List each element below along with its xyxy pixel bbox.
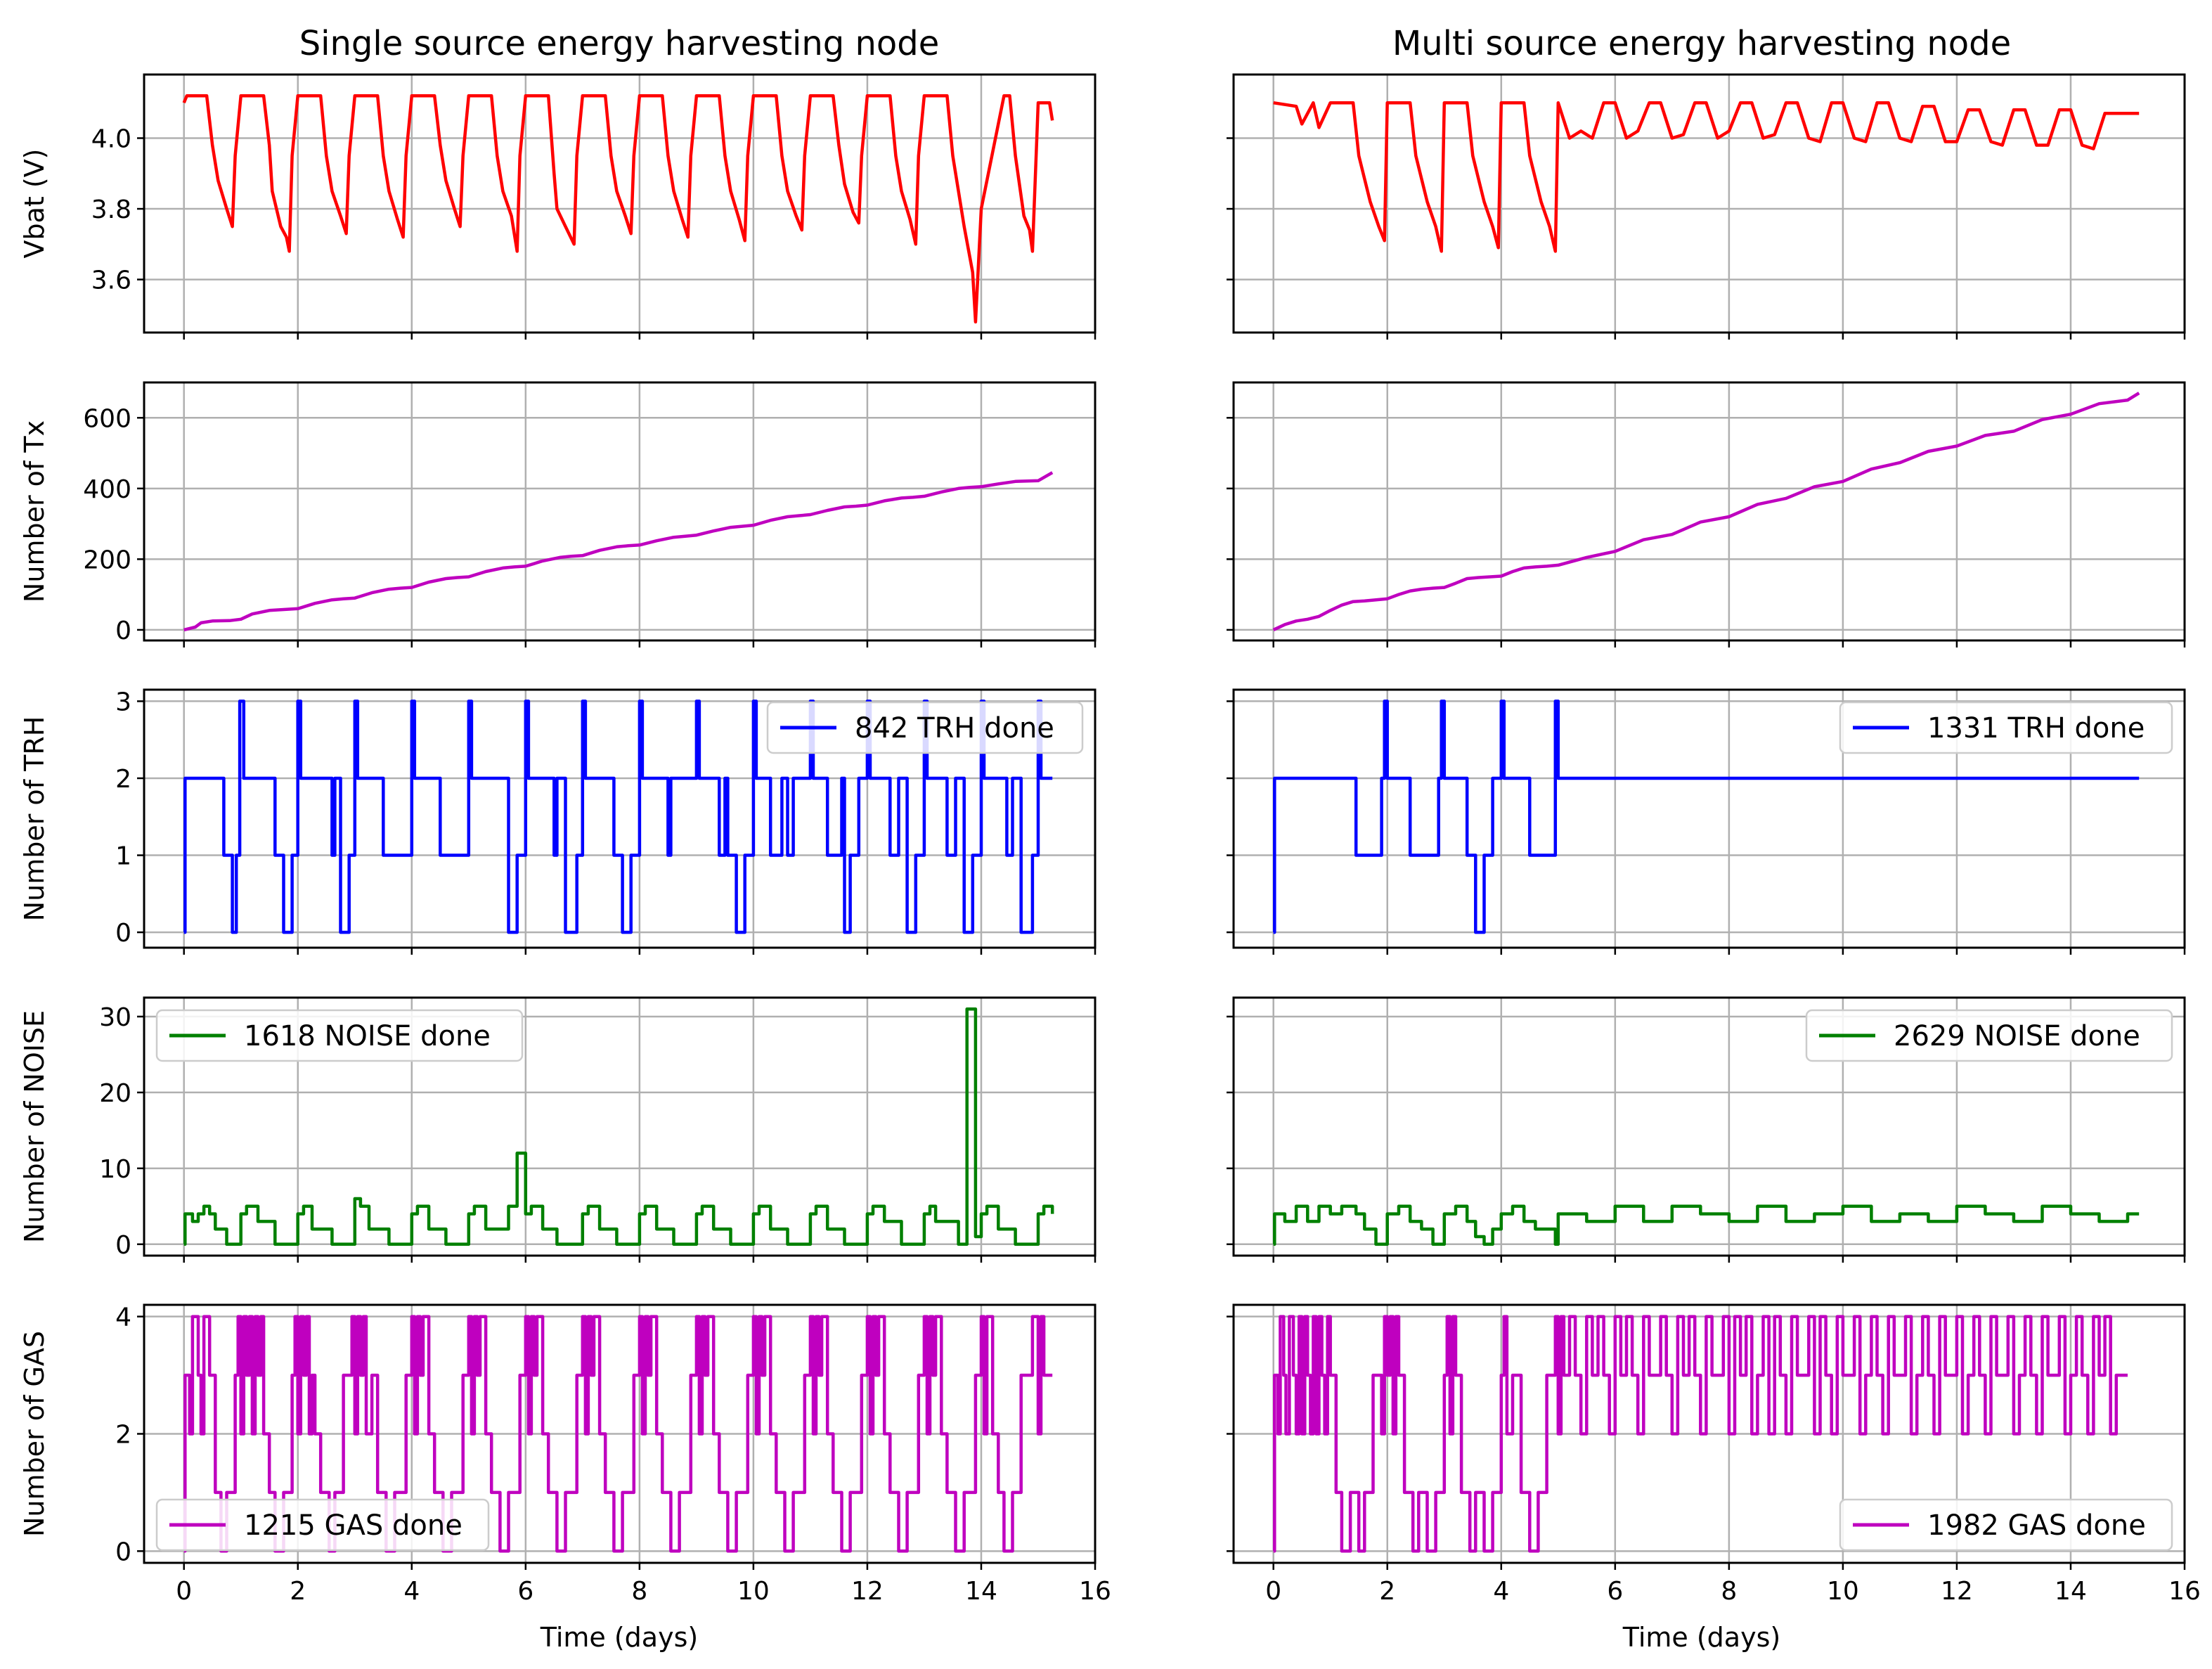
- gas-multi-x-tick-label: 0: [1265, 1577, 1281, 1606]
- noise-single-subplot: 0 10 20 30 Number of NOISE 1618 NOISE done: [19, 996, 1097, 1263]
- trh-multi-legend: 1331 TRH done: [1839, 701, 2173, 754]
- trh-single-y-tick-label: 1: [115, 842, 131, 871]
- noise-single-y-tick-label: 30: [99, 1003, 131, 1032]
- trh-single-series-line: [183, 700, 1053, 934]
- gas-single-x-tick-label: 4: [403, 1577, 420, 1606]
- noise-multi-subplot: 2629 NOISE done: [1227, 996, 2186, 1263]
- noise-single-legend-box: [155, 1009, 524, 1062]
- gas-multi-x-tick-label: 10: [1827, 1577, 1859, 1606]
- gas-multi-subplot: 0 2 4 6 8 10 12 14 16 1982 GAS done: [1227, 1303, 2201, 1606]
- gas-single-y-tick-label: 0: [115, 1538, 131, 1566]
- trh-multi-axes-frame: [1232, 688, 2186, 949]
- gas-single-legend-box: [155, 1498, 490, 1552]
- gas-single-y-tick-label: 4: [115, 1303, 131, 1332]
- gas-multi-x-tick-label: 8: [1721, 1577, 1737, 1606]
- tx-single-y-tick-label: 0: [115, 617, 131, 645]
- gas-single-x-tick-label: 16: [1079, 1577, 1111, 1606]
- gas-multi-x-tick-label: 2: [1379, 1577, 1395, 1606]
- tx-single-y-tick-label: 200: [83, 546, 131, 574]
- tx-single-subplot: 0 200 400 600 Number of Tx: [19, 381, 1097, 647]
- trh-single-legend: 842 TRH done: [766, 701, 1084, 754]
- vbat-multi-series-line: [1273, 101, 2140, 253]
- trh-single-y-tick-label: 0: [115, 919, 131, 948]
- gas-single-legend: 1215 GAS done: [155, 1498, 490, 1552]
- trh-multi-subplot: 1331 TRH done: [1227, 688, 2186, 955]
- gas-multi-x-tick-label: 6: [1607, 1577, 1623, 1606]
- gas-single-x-tick-label: 14: [965, 1577, 997, 1606]
- noise-multi-legend: 2629 NOISE done: [1805, 1009, 2173, 1062]
- gas-single-x-tick-label: 8: [631, 1577, 647, 1606]
- trh-single-legend-label: 842 TRH done: [855, 712, 1054, 745]
- gas-multi-x-tick-label: 16: [2168, 1577, 2201, 1606]
- gas-single-x-tick-label: 10: [737, 1577, 770, 1606]
- noise-multi-axes-frame: [1232, 996, 2186, 1257]
- tx-multi-axes-frame: [1232, 381, 2186, 642]
- noise-single-series-line: [183, 1007, 1054, 1246]
- tx-single-y-tick-label: 400: [83, 475, 131, 504]
- gas-multi-x-tick-label: 12: [1941, 1577, 1973, 1606]
- gas-multi-legend-label: 1982 GAS done: [1927, 1509, 2146, 1542]
- vbat-multi-subplot: [1227, 73, 2186, 340]
- noise-single-y-tick-label: 0: [115, 1231, 131, 1260]
- noise-single-axes-frame: [143, 996, 1097, 1257]
- left-column-title: Single source energy harvesting node: [299, 24, 940, 63]
- gas-single-subplot: 0 2 4 6 8 10 12 14 16 0 2 4 Number of GAS 1215 GAS do…: [19, 1303, 1111, 1606]
- trh-single-y-tick-label: 2: [115, 765, 131, 794]
- gas-single-series-line: [183, 1315, 1053, 1553]
- gas-multi-legend: 1982 GAS done: [1839, 1498, 2173, 1552]
- vbat-single-y-tick-label: 3.8: [91, 195, 131, 224]
- trh-single-y-tick-label: 3: [115, 688, 131, 716]
- vbat-single-y-tick-label: 3.6: [91, 266, 131, 295]
- gas-multi-x-tick-label: 4: [1493, 1577, 1509, 1606]
- gas-single-y-axis-label: Number of GAS: [19, 1331, 50, 1537]
- trh-multi-legend-box: [1839, 701, 2173, 754]
- vbat-single-series-line: [182, 94, 1054, 324]
- trh-single-axes-frame: [143, 688, 1097, 949]
- trh-single-legend-box: [766, 701, 1084, 754]
- vbat-single-y-axis-label: Vbat (V): [19, 148, 50, 258]
- gas-single-y-tick-label: 2: [115, 1421, 131, 1450]
- tx-multi-subplot: [1227, 381, 2186, 647]
- gas-single-x-tick-label: 2: [290, 1577, 306, 1606]
- noise-single-legend-label: 1618 NOISE done: [244, 1020, 491, 1052]
- right-x-axis-label: Time (days): [1622, 1622, 1780, 1653]
- left-x-axis-label: Time (days): [540, 1622, 698, 1653]
- gas-multi-series-line: [1273, 1315, 2128, 1553]
- noise-single-y-tick-label: 10: [99, 1155, 131, 1184]
- trh-multi-series-line: [1273, 700, 2140, 934]
- gas-single-x-tick-label: 12: [851, 1577, 884, 1606]
- tx-single-y-axis-label: Number of Tx: [19, 420, 50, 602]
- right-column-title: Multi source energy harvesting node: [1392, 24, 2011, 63]
- trh-single-y-axis-label: Number of TRH: [19, 716, 50, 922]
- noise-single-y-tick-label: 20: [99, 1079, 131, 1108]
- gas-single-x-tick-label: 0: [176, 1577, 192, 1606]
- vbat-single-subplot: 3.6 3.8 4.0 Vbat (V): [19, 73, 1097, 340]
- vbat-multi-axes-frame: [1232, 73, 2186, 334]
- noise-single-legend: 1618 NOISE done: [155, 1009, 524, 1062]
- tx-single-y-tick-label: 600: [83, 404, 131, 433]
- noise-multi-series-line: [1273, 1204, 2140, 1246]
- noise-multi-legend-label: 2629 NOISE done: [1894, 1020, 2140, 1052]
- noise-single-y-axis-label: Number of NOISE: [19, 1010, 50, 1243]
- tx-single-series-line: [183, 471, 1054, 632]
- trh-multi-legend-label: 1331 TRH done: [1927, 712, 2145, 745]
- trh-single-subplot: 0 1 2 3 Number of TRH 842 TRH done: [19, 688, 1097, 955]
- tx-single-axes-frame: [143, 381, 1097, 642]
- gas-multi-legend-box: [1839, 1498, 2173, 1552]
- vbat-single-y-tick-label: 4.0: [91, 124, 131, 153]
- gas-multi-x-tick-label: 14: [2055, 1577, 2087, 1606]
- noise-multi-legend-box: [1805, 1009, 2173, 1062]
- gas-single-x-tick-label: 6: [517, 1577, 533, 1606]
- vbat-single-axes-frame: [143, 73, 1097, 334]
- gas-single-legend-label: 1215 GAS done: [244, 1509, 463, 1542]
- tx-multi-series-line: [1272, 392, 2140, 631]
